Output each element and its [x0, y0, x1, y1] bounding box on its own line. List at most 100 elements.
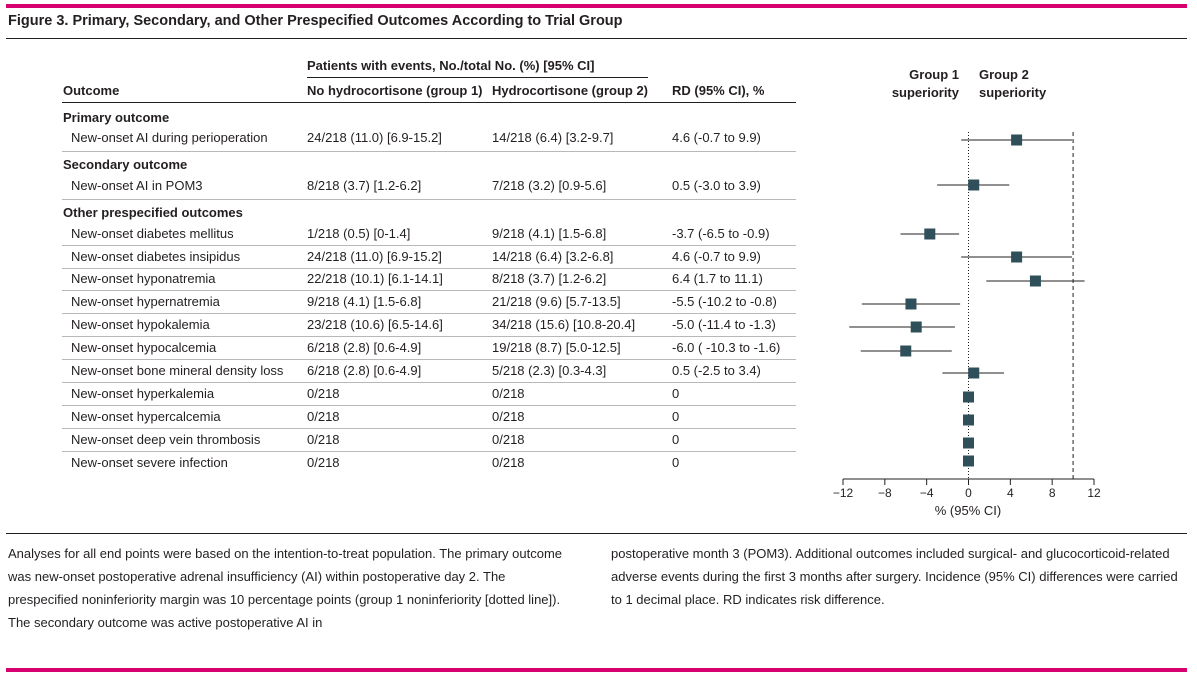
row-divider: [62, 151, 796, 152]
point-estimate-marker: [1029, 275, 1041, 287]
row-outcome: New-onset bone mineral density loss: [71, 363, 284, 378]
row-rd: 0.5 (-2.5 to 3.4): [672, 363, 761, 378]
x-tick-label: −4: [920, 486, 934, 500]
row-group1: 6/218 (2.8) [0.6-4.9]: [307, 340, 422, 355]
row-rd: 0: [672, 455, 680, 470]
row-outcome: New-onset hypernatremia: [71, 294, 220, 309]
x-axis-title: % (95% CI): [935, 503, 1001, 518]
point-estimate-marker: [905, 298, 917, 310]
header-bottom-rule: [62, 102, 796, 103]
row-divider: [62, 405, 796, 406]
point-estimate-marker: [963, 437, 974, 449]
row-group1: 0/218: [307, 386, 340, 401]
row-rd: 4.6 (-0.7 to 9.9): [672, 249, 761, 264]
title-divider: [6, 38, 1187, 39]
row-group2: 14/218 (6.4) [3.2-9.7]: [492, 130, 614, 145]
row-group2: 14/218 (6.4) [3.2-6.8]: [492, 249, 614, 264]
x-tick-label: 0: [965, 486, 972, 500]
group-header-underline: [307, 77, 648, 78]
footnote-divider: [6, 533, 1187, 534]
group2-superiority-label-line1: Group 2: [979, 67, 1029, 82]
row-divider: [62, 313, 796, 314]
row-divider: [62, 336, 796, 337]
section-secondary-label: Secondary outcome: [63, 157, 188, 172]
row-divider: [62, 428, 796, 429]
row-group2: 7/218 (3.2) [0.9-5.6]: [492, 178, 607, 193]
section-primary-label: Primary outcome: [63, 110, 170, 125]
row-rd: 4.6 (-0.7 to 9.9): [672, 130, 761, 145]
point-estimate-marker: [900, 345, 912, 357]
point-estimate-marker: [963, 455, 974, 467]
point-estimate-marker: [1011, 251, 1023, 263]
row-rd: 0: [672, 432, 680, 447]
point-estimate-marker: [968, 179, 980, 191]
row-group2: 5/218 (2.3) [0.3-4.3]: [492, 363, 607, 378]
row-outcome: New-onset hyperkalemia: [71, 386, 215, 401]
row-group2: 19/218 (8.7) [5.0-12.5]: [492, 340, 621, 355]
group2-superiority-label-line2: superiority: [979, 85, 1047, 100]
row-rd: -5.5 (-10.2 to -0.8): [672, 294, 777, 309]
row-group1: 6/218 (2.8) [0.6-4.9]: [307, 363, 422, 378]
bottom-accent-rule: [6, 668, 1187, 672]
group1-superiority-label-line1: Group 1: [909, 67, 959, 82]
footnote-right-column: postoperative month 3 (POM3). Additional…: [611, 546, 1178, 607]
row-group2: 9/218 (4.1) [1.5-6.8]: [492, 226, 607, 241]
group-columns-header: Patients with events, No./total No. (%) …: [307, 58, 595, 73]
group1-column-header: No hydrocortisone (group 1): [307, 83, 483, 98]
x-tick-label: −12: [833, 486, 854, 500]
x-tick-label: −8: [878, 486, 892, 500]
row-rd: 6.4 (1.7 to 11.1): [672, 271, 763, 286]
point-estimate-marker: [924, 228, 936, 240]
top-accent-rule: [6, 4, 1187, 8]
x-tick-label: 4: [1007, 486, 1014, 500]
row-group2: 0/218: [492, 386, 525, 401]
group1-superiority-label-line2: superiority: [892, 85, 960, 100]
row-group1: 24/218 (11.0) [6.9-15.2]: [307, 249, 442, 264]
x-tick-label: 8: [1049, 486, 1056, 500]
row-outcome: New-onset hypercalcemia: [71, 409, 221, 424]
row-divider: [62, 199, 796, 200]
row-outcome: New-onset diabetes mellitus: [71, 226, 234, 241]
row-divider: [62, 268, 796, 269]
row-group2: 0/218: [492, 432, 525, 447]
figure-title: Figure 3. Primary, Secondary, and Other …: [8, 13, 623, 29]
row-group1: 24/218 (11.0) [6.9-15.2]: [307, 130, 442, 145]
group2-column-header: Hydrocortisone (group 2): [492, 83, 649, 98]
row-rd: 0.5 (-3.0 to 3.9): [672, 178, 761, 193]
row-group2: 8/218 (3.7) [1.2-6.2]: [492, 271, 607, 286]
x-tick-label: 12: [1087, 486, 1101, 500]
footnote-left-column: Analyses for all end points were based o…: [8, 546, 563, 630]
row-divider: [62, 451, 796, 452]
row-outcome: New-onset deep vein thrombosis: [71, 432, 261, 447]
row-group2: 34/218 (15.6) [10.8-20.4]: [492, 317, 636, 332]
row-group1: 9/218 (4.1) [1.5-6.8]: [307, 294, 422, 309]
row-divider: [62, 359, 796, 360]
point-estimate-marker: [1011, 134, 1023, 146]
row-divider: [62, 382, 796, 383]
row-divider: [62, 245, 796, 246]
row-group1: 23/218 (10.6) [6.5-14.6]: [307, 317, 443, 332]
row-group1: 1/218 (0.5) [0-1.4]: [307, 226, 411, 241]
point-estimate-marker: [910, 321, 922, 333]
row-rd: 0: [672, 409, 680, 424]
row-group1: 0/218: [307, 455, 340, 470]
row-outcome: New-onset diabetes insipidus: [71, 249, 241, 264]
row-group1: 22/218 (10.1) [6.1-14.1]: [307, 271, 443, 286]
row-rd: 0: [672, 386, 680, 401]
row-rd: -3.7 (-6.5 to -0.9): [672, 226, 770, 241]
row-outcome: New-onset AI in POM3: [71, 178, 203, 193]
row-outcome: New-onset AI during perioperation: [71, 130, 268, 145]
row-group1: 0/218: [307, 432, 340, 447]
row-outcome: New-onset hypocalcemia: [71, 340, 217, 355]
row-group1: 8/218 (3.7) [1.2-6.2]: [307, 178, 422, 193]
point-estimate-marker: [963, 391, 974, 403]
row-rd: -6.0 ( -10.3 to -1.6): [672, 340, 781, 355]
row-group2: 0/218: [492, 455, 525, 470]
row-divider: [62, 290, 796, 291]
section-other-label: Other prespecified outcomes: [63, 205, 243, 220]
row-group2: 0/218: [492, 409, 525, 424]
row-outcome: New-onset hypokalemia: [71, 317, 210, 332]
row-rd: -5.0 (-11.4 to -1.3): [672, 317, 776, 332]
rd-column-header: RD (95% CI), %: [672, 83, 765, 98]
